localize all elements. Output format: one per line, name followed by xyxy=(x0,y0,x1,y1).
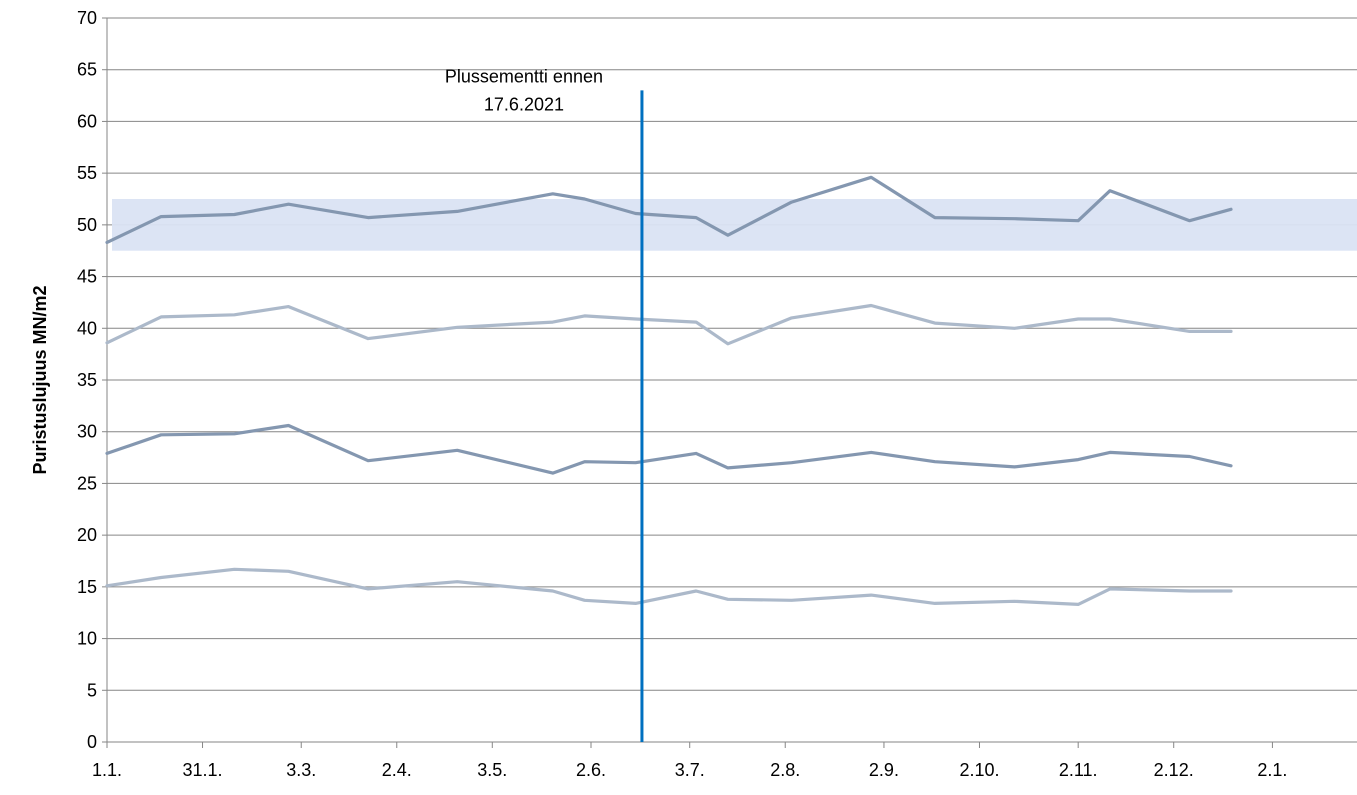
y-tick-label: 15 xyxy=(77,577,97,597)
y-axis-title: Puristuslujuus MN/m2 xyxy=(30,285,50,474)
y-tick-label: 55 xyxy=(77,163,97,183)
x-tick-label: 31.1. xyxy=(183,760,223,780)
annotation-text: Plussementti ennen xyxy=(445,66,603,86)
y-tick-label: 65 xyxy=(77,60,97,80)
y-tick-label: 70 xyxy=(77,8,97,28)
x-tick-label: 2.9. xyxy=(869,760,899,780)
x-tick-label: 2.12. xyxy=(1154,760,1194,780)
y-tick-label: 10 xyxy=(77,629,97,649)
series-line-3 xyxy=(105,423,1233,475)
x-tick-label: 2.10. xyxy=(959,760,999,780)
y-tick-label: 35 xyxy=(77,370,97,390)
x-tick-label: 3.7. xyxy=(675,760,705,780)
y-tick-label: 0 xyxy=(87,732,97,752)
y-tick-label: 25 xyxy=(77,473,97,493)
x-tick-label: 2.11. xyxy=(1059,760,1098,780)
y-tick-label: 60 xyxy=(77,111,97,131)
x-tick-label: 2.8. xyxy=(770,760,800,780)
y-tick-label: 50 xyxy=(77,215,97,235)
y-tick-label: 45 xyxy=(77,267,97,287)
x-tick-label: 2.4. xyxy=(382,760,412,780)
x-tick-label: 3.5. xyxy=(477,760,507,780)
y-tick-label: 30 xyxy=(77,422,97,442)
series-line-1 xyxy=(105,175,1233,244)
x-tick-label: 2.1. xyxy=(1257,760,1287,780)
x-tick-label: 3.3. xyxy=(286,760,316,780)
y-tick-label: 5 xyxy=(87,680,97,700)
annotation-text: 17.6.2021 xyxy=(484,94,564,114)
x-tick-label: 1.1. xyxy=(92,760,122,780)
x-tick-label: 2.6. xyxy=(576,760,606,780)
y-tick-label: 20 xyxy=(77,525,97,545)
series-line-4 xyxy=(105,567,1233,607)
y-tick-label: 40 xyxy=(77,318,97,338)
series-line-2 xyxy=(105,303,1233,346)
target-band xyxy=(112,199,1357,251)
